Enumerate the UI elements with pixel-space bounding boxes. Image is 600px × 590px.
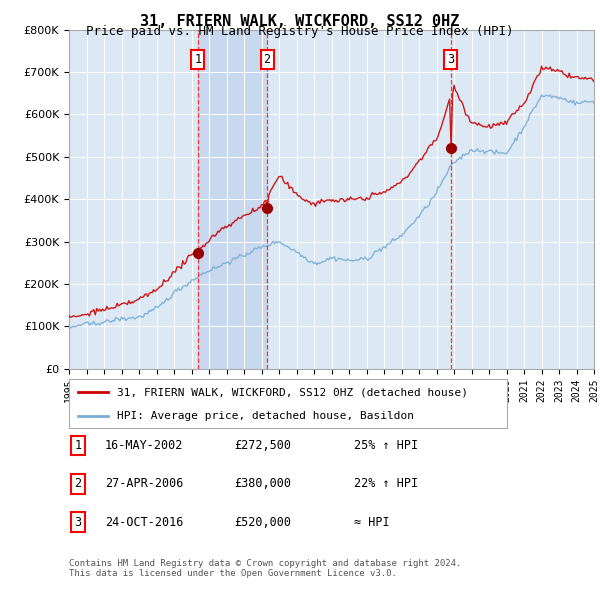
Bar [198, 30, 267, 369]
Text: HPI: Average price, detached house, Basildon: HPI: Average price, detached house, Basi… [117, 411, 414, 421]
Text: 22% ↑ HPI: 22% ↑ HPI [354, 477, 418, 490]
Text: 2: 2 [74, 477, 82, 490]
Text: 27-APR-2006: 27-APR-2006 [105, 477, 184, 490]
Text: 3: 3 [447, 53, 454, 65]
Text: 31, FRIERN WALK, WICKFORD, SS12 0HZ (detached house): 31, FRIERN WALK, WICKFORD, SS12 0HZ (det… [117, 388, 468, 398]
Text: ≈ HPI: ≈ HPI [354, 516, 389, 529]
Text: 1: 1 [74, 439, 82, 452]
Text: £272,500: £272,500 [234, 439, 291, 452]
Text: 31, FRIERN WALK, WICKFORD, SS12 0HZ: 31, FRIERN WALK, WICKFORD, SS12 0HZ [140, 14, 460, 28]
Text: 2: 2 [263, 53, 271, 65]
Text: This data is licensed under the Open Government Licence v3.0.: This data is licensed under the Open Gov… [69, 569, 397, 578]
Text: 24-OCT-2016: 24-OCT-2016 [105, 516, 184, 529]
Text: 1: 1 [194, 53, 202, 65]
Text: £520,000: £520,000 [234, 516, 291, 529]
Text: Contains HM Land Registry data © Crown copyright and database right 2024.: Contains HM Land Registry data © Crown c… [69, 559, 461, 568]
Text: 25% ↑ HPI: 25% ↑ HPI [354, 439, 418, 452]
Text: Price paid vs. HM Land Registry's House Price Index (HPI): Price paid vs. HM Land Registry's House … [86, 25, 514, 38]
Text: £380,000: £380,000 [234, 477, 291, 490]
Text: 3: 3 [74, 516, 82, 529]
Text: 16-MAY-2002: 16-MAY-2002 [105, 439, 184, 452]
